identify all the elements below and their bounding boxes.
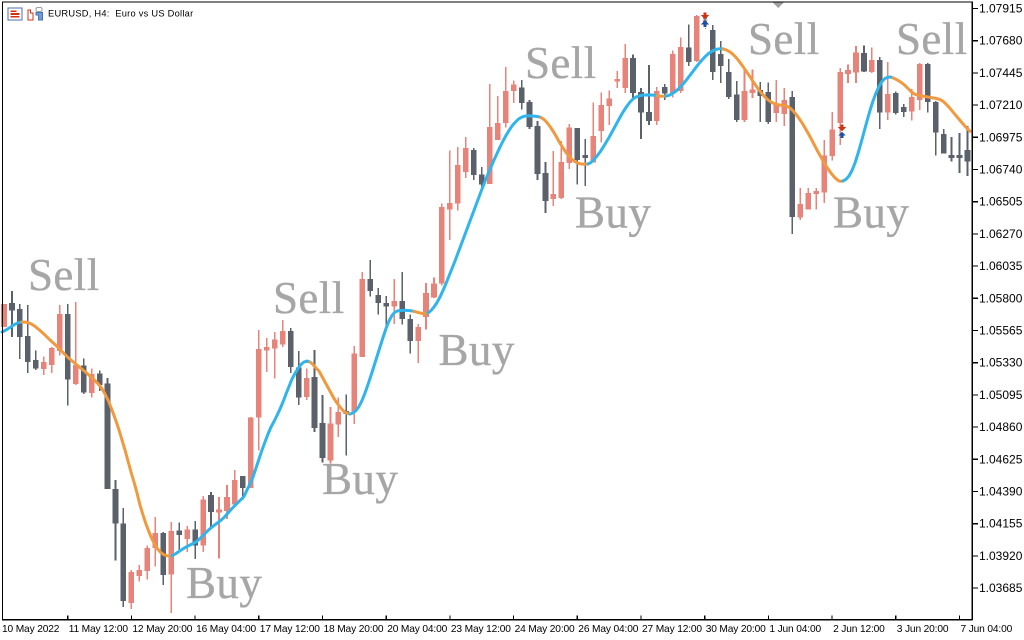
svg-text:1.06035: 1.06035 bbox=[979, 259, 1023, 273]
svg-text:Buy: Buy bbox=[833, 188, 909, 238]
svg-text:1.03920: 1.03920 bbox=[979, 549, 1023, 563]
svg-text:Sell: Sell bbox=[28, 250, 100, 300]
svg-text:3 Jun 20:00: 3 Jun 20:00 bbox=[897, 624, 949, 635]
svg-text:1.05800: 1.05800 bbox=[979, 291, 1023, 305]
svg-text:11 May 12:00: 11 May 12:00 bbox=[69, 624, 129, 635]
svg-text:1 Jun 04:00: 1 Jun 04:00 bbox=[769, 624, 821, 635]
svg-text:10 May 2022: 10 May 2022 bbox=[2, 624, 60, 635]
svg-text:17 May 12:00: 17 May 12:00 bbox=[260, 624, 320, 635]
svg-text:Sell: Sell bbox=[896, 14, 968, 64]
svg-text:1.05330: 1.05330 bbox=[979, 356, 1023, 370]
svg-text:1.07680: 1.07680 bbox=[979, 34, 1023, 48]
svg-text:Buy: Buy bbox=[186, 558, 262, 608]
svg-text:1.06270: 1.06270 bbox=[979, 227, 1023, 241]
svg-text:30 May 20:00: 30 May 20:00 bbox=[706, 624, 766, 635]
svg-text:Buy: Buy bbox=[439, 325, 515, 375]
svg-text:7 Jun 04:00: 7 Jun 04:00 bbox=[961, 624, 1013, 635]
svg-text:23 May 12:00: 23 May 12:00 bbox=[451, 624, 511, 635]
svg-text:EURUSD, H4: Euro vs US Dollar: EURUSD, H4: Euro vs US Dollar bbox=[48, 9, 193, 19]
svg-text:12 May 20:00: 12 May 20:00 bbox=[132, 624, 192, 635]
svg-text:1.03685: 1.03685 bbox=[979, 581, 1023, 595]
svg-text:1.06740: 1.06740 bbox=[979, 163, 1023, 177]
svg-text:1.07915: 1.07915 bbox=[979, 2, 1023, 16]
svg-text:18 May 20:00: 18 May 20:00 bbox=[324, 624, 384, 635]
svg-text:26 May 04:00: 26 May 04:00 bbox=[578, 624, 638, 635]
svg-text:1.06975: 1.06975 bbox=[979, 130, 1023, 144]
svg-text:1.05565: 1.05565 bbox=[979, 324, 1023, 338]
svg-text:Sell: Sell bbox=[525, 38, 597, 88]
svg-text:Buy: Buy bbox=[575, 188, 651, 238]
svg-text:1.07210: 1.07210 bbox=[979, 98, 1023, 112]
svg-text:Buy: Buy bbox=[322, 454, 398, 504]
svg-text:1.05095: 1.05095 bbox=[979, 388, 1023, 402]
svg-text:1.04390: 1.04390 bbox=[979, 485, 1023, 499]
svg-text:1.07445: 1.07445 bbox=[979, 66, 1023, 80]
svg-text:24 May 20:00: 24 May 20:00 bbox=[515, 624, 575, 635]
svg-text:1.04625: 1.04625 bbox=[979, 452, 1023, 466]
svg-text:2 Jun 12:00: 2 Jun 12:00 bbox=[833, 624, 885, 635]
svg-text:Sell: Sell bbox=[273, 273, 345, 323]
svg-text:1.04860: 1.04860 bbox=[979, 420, 1023, 434]
svg-text:20 May 04:00: 20 May 04:00 bbox=[387, 624, 447, 635]
svg-text:Sell: Sell bbox=[748, 14, 820, 64]
svg-text:1.06505: 1.06505 bbox=[979, 195, 1023, 209]
svg-text:27 May 12:00: 27 May 12:00 bbox=[642, 624, 702, 635]
svg-text:1.04155: 1.04155 bbox=[979, 517, 1023, 531]
svg-text:16 May 04:00: 16 May 04:00 bbox=[196, 624, 256, 635]
